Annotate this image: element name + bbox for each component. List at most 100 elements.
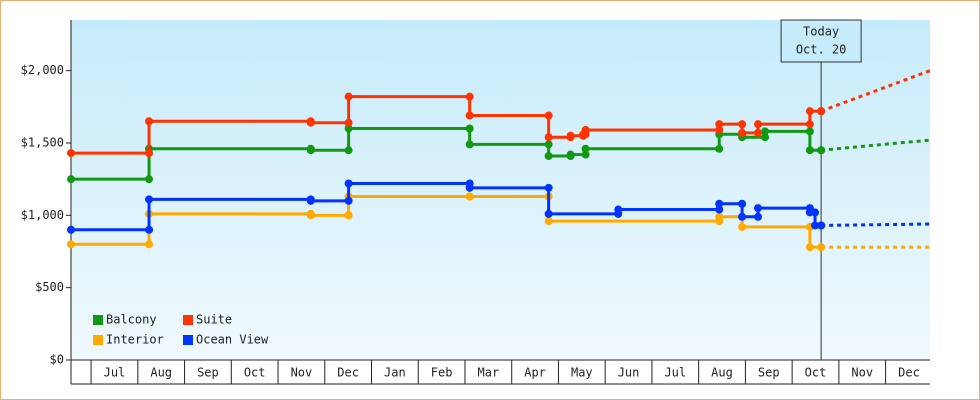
point xyxy=(566,150,575,159)
y-tick-label: $1,500 xyxy=(21,135,64,149)
y-tick-label: $2,000 xyxy=(21,63,64,77)
x-tick-label: Mar xyxy=(478,366,500,380)
point xyxy=(344,179,353,188)
x-tick-label: Dec xyxy=(337,366,359,380)
point xyxy=(738,199,747,208)
projection-line xyxy=(820,138,931,152)
point xyxy=(754,128,763,137)
point xyxy=(465,192,474,201)
point xyxy=(738,128,747,137)
point xyxy=(344,196,353,205)
point xyxy=(715,212,724,221)
point xyxy=(465,140,474,149)
today-box xyxy=(780,19,862,63)
point xyxy=(805,120,814,129)
point xyxy=(145,175,154,184)
point xyxy=(738,212,747,221)
point xyxy=(715,205,724,214)
point xyxy=(145,240,154,249)
point xyxy=(67,149,75,158)
x-tick-label: Sep xyxy=(758,366,780,380)
y-tick-label: $1,000 xyxy=(21,208,64,222)
point xyxy=(306,196,315,205)
point xyxy=(344,211,353,220)
point xyxy=(145,117,154,126)
x-tick-label: Jul xyxy=(104,366,126,380)
point xyxy=(344,92,353,101)
x-tick-label: Aug xyxy=(711,366,733,380)
point xyxy=(581,150,590,159)
point xyxy=(805,243,814,252)
point xyxy=(306,211,315,220)
legend-swatch xyxy=(93,315,103,325)
point xyxy=(581,144,590,153)
point xyxy=(817,243,826,252)
x-tick-label: Oct xyxy=(244,366,266,380)
point xyxy=(715,199,724,208)
legend-label: Ocean View xyxy=(196,333,269,347)
x-tick-label: Oct xyxy=(805,366,827,380)
point xyxy=(566,131,575,140)
point xyxy=(465,183,474,192)
point xyxy=(754,120,763,129)
point xyxy=(754,212,763,221)
point xyxy=(715,144,724,153)
point xyxy=(738,120,747,129)
x-tick-label: Aug xyxy=(150,366,172,380)
point xyxy=(805,127,814,136)
point xyxy=(544,183,553,192)
point xyxy=(738,222,747,231)
legend-swatch xyxy=(183,335,193,345)
point xyxy=(465,92,474,101)
legend-swatch xyxy=(183,315,193,325)
x-tick-label: Nov xyxy=(291,366,313,380)
today-label: Today xyxy=(803,25,839,39)
legend-label: Interior xyxy=(106,333,164,347)
point xyxy=(544,133,553,142)
x-tick-label: Jul xyxy=(664,366,686,380)
point xyxy=(145,149,154,158)
projection-line xyxy=(820,69,931,113)
point xyxy=(145,225,154,234)
point xyxy=(465,124,474,133)
point xyxy=(306,146,315,155)
point xyxy=(544,152,553,160)
point xyxy=(544,140,553,149)
point xyxy=(67,175,75,184)
x-tick-label: Nov xyxy=(851,366,873,380)
point xyxy=(67,225,75,234)
x-tick-label: Jan xyxy=(384,366,406,380)
x-tick-label: May xyxy=(571,366,593,380)
x-tick-label: Apr xyxy=(524,366,546,380)
today-label: Oct. 20 xyxy=(796,43,847,57)
point xyxy=(344,124,353,133)
point xyxy=(715,120,724,129)
point xyxy=(811,221,820,230)
point xyxy=(761,127,770,136)
point xyxy=(145,195,154,204)
point xyxy=(614,205,623,214)
point xyxy=(817,107,826,116)
point xyxy=(344,146,353,155)
point xyxy=(805,146,814,155)
y-tick-label: $500 xyxy=(35,280,64,294)
point xyxy=(805,208,814,217)
point xyxy=(817,146,826,155)
point xyxy=(715,125,724,134)
point xyxy=(544,217,553,226)
legend-label: Suite xyxy=(196,313,232,327)
x-tick-label: Dec xyxy=(898,366,920,380)
point xyxy=(67,240,75,249)
plot-area xyxy=(71,20,930,360)
x-tick-label: Feb xyxy=(431,366,453,380)
legend-label: Balcony xyxy=(106,313,157,327)
legend-swatch xyxy=(93,335,103,345)
point xyxy=(306,118,315,127)
x-tick-label: Sep xyxy=(197,366,219,380)
x-tick-label: Jun xyxy=(618,366,640,380)
point xyxy=(761,133,770,142)
point xyxy=(581,125,590,134)
point xyxy=(754,204,763,213)
projection-line xyxy=(821,222,931,227)
